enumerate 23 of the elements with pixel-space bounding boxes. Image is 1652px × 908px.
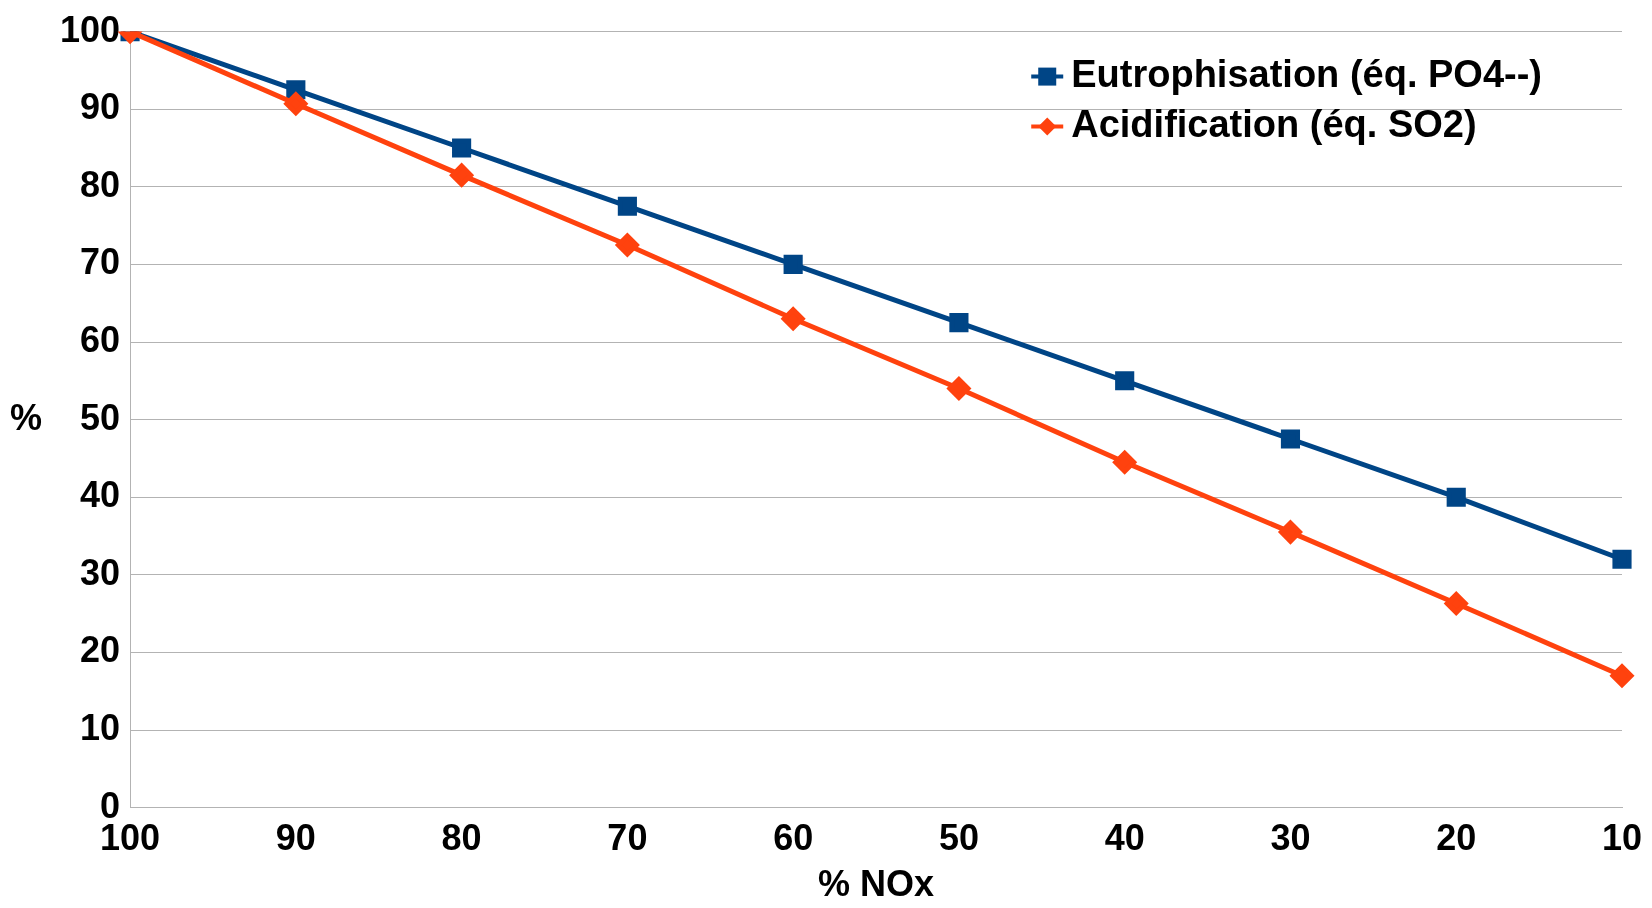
legend-label: Acidification (éq. SO2) [1071, 103, 1477, 146]
y-tick-label: 40 [80, 474, 121, 516]
x-tick-label: 30 [1270, 817, 1311, 859]
y-tick-label: 90 [80, 86, 121, 128]
y-tick-label: 100 [59, 8, 121, 50]
y-tick-label: 60 [80, 318, 121, 360]
x-axis-title: % NOx [818, 863, 935, 905]
y-tick-label: 10 [80, 706, 121, 748]
x-tick-label: 20 [1436, 817, 1477, 859]
y-tick-label: 50 [80, 396, 121, 438]
x-tick-label: 60 [773, 817, 814, 859]
x-tick-label: 70 [607, 817, 648, 859]
y-tick-label: 70 [80, 241, 121, 283]
y-tick-label: 30 [80, 551, 121, 593]
x-tick-label: 80 [441, 817, 482, 859]
x-tick-label: 50 [938, 817, 979, 859]
x-tick-label: 40 [1104, 817, 1145, 859]
y-tick-label: 20 [80, 629, 121, 671]
x-tick-label: 90 [275, 817, 316, 859]
y-tick-label: 80 [80, 163, 121, 205]
legend-label: Eutrophisation (éq. PO4--) [1071, 53, 1543, 96]
y-axis-title: % [10, 396, 43, 438]
x-tick-label: 10 [1601, 817, 1643, 859]
